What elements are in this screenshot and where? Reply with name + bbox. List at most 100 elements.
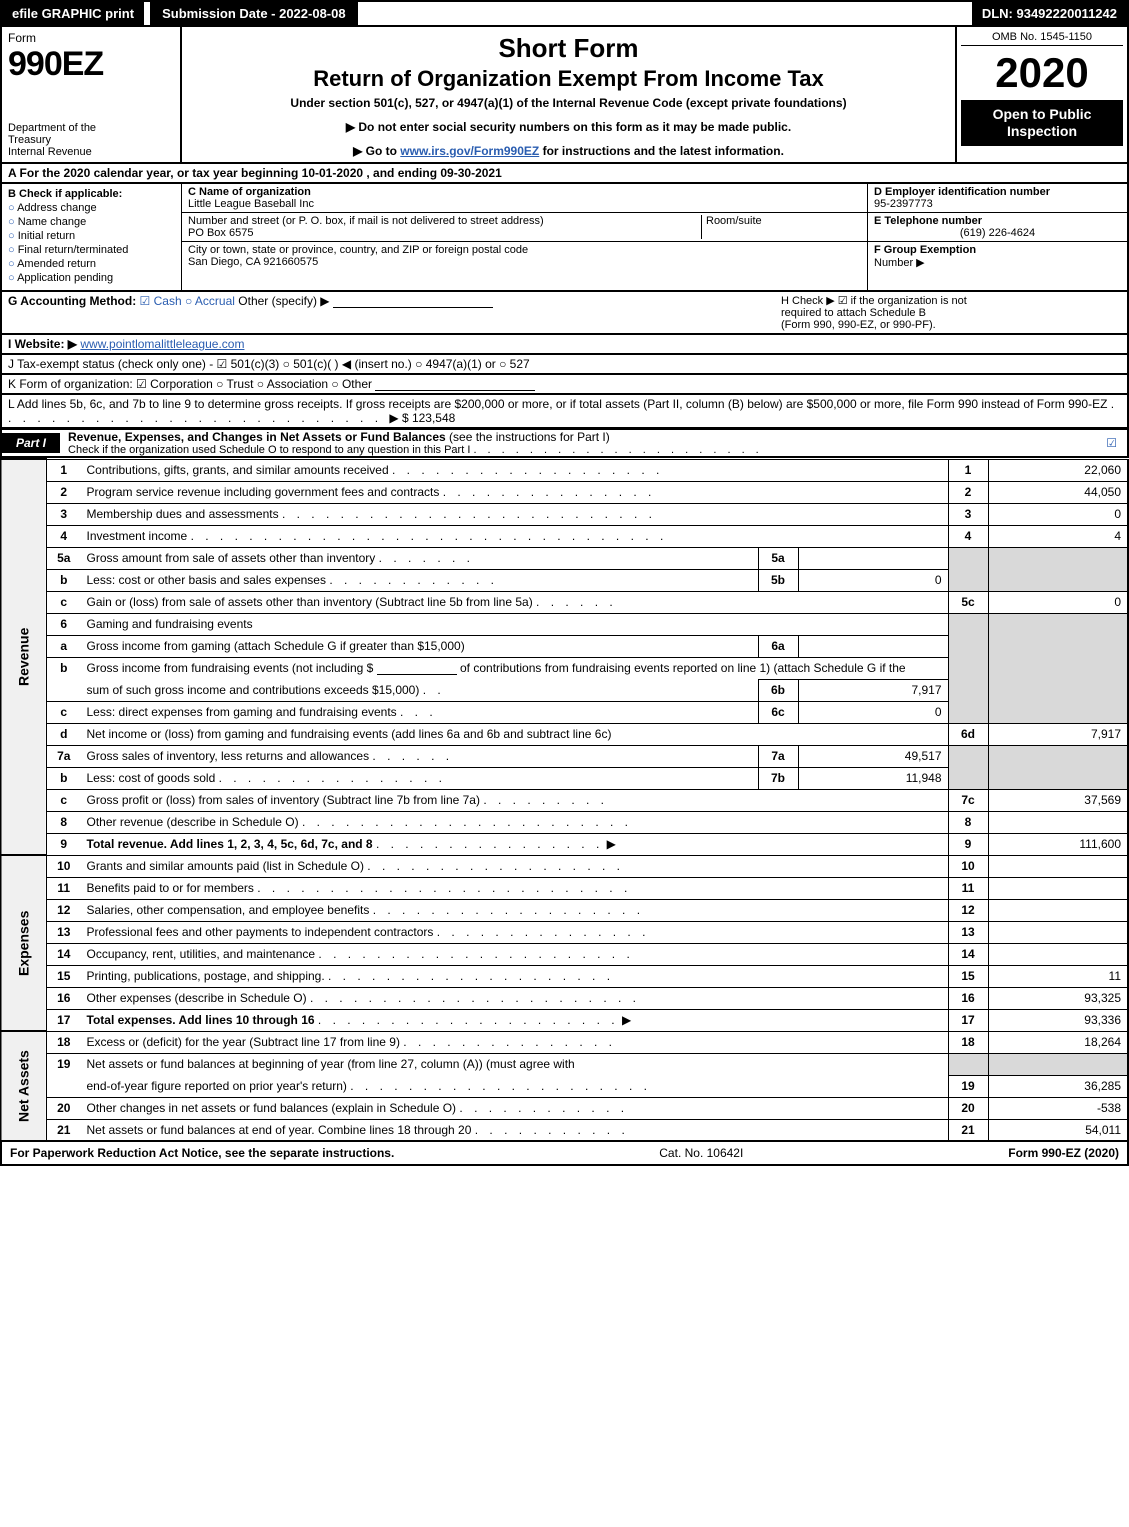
tax-year: 2020 (961, 52, 1123, 94)
l10-desc: Grants and similar amounts paid (list in… (87, 859, 364, 873)
l4-desc: Investment income (87, 529, 188, 543)
l5c-ref: 5c (948, 591, 988, 613)
line-1: Revenue 1 Contributions, gifts, grants, … (1, 459, 1128, 481)
l2-amt: 44,050 (988, 481, 1128, 503)
l7a-no: 7a (47, 745, 81, 767)
line-20: 20 Other changes in net assets or fund b… (1, 1097, 1128, 1119)
website-link[interactable]: www.pointlomalittleleague.com (80, 337, 244, 351)
dept-line2: Treasury (8, 134, 51, 146)
l6c-sub: 6c (758, 701, 798, 723)
efile-print-button[interactable]: efile GRAPHIC print (2, 2, 144, 25)
l7c-ref: 7c (948, 789, 988, 811)
l5b-no: b (47, 569, 81, 591)
l11-ref: 11 (948, 877, 988, 899)
l6b-desc1: Gross income from fundraising events (no… (87, 661, 374, 675)
l6ac-ref-grey (948, 613, 988, 723)
l9-arrow: ▶ (607, 837, 616, 851)
chk-name-change[interactable]: Name change (8, 216, 175, 228)
addr-value: PO Box 6575 (188, 227, 253, 239)
side-expenses: Expenses (1, 855, 47, 1031)
form-header: Form 990EZ Department of the Treasury In… (0, 27, 1129, 164)
part1-checkbox[interactable]: ☑ (1106, 436, 1127, 450)
l5c-amt: 0 (988, 591, 1128, 613)
l13-desc: Professional fees and other payments to … (87, 925, 434, 939)
row-k-form-org: K Form of organization: ☑ Corporation ○ … (0, 375, 1129, 395)
addr-label: Number and street (or P. O. box, if mail… (188, 215, 544, 227)
l7c-amt: 37,569 (988, 789, 1128, 811)
g-other: Other (specify) ▶ (238, 294, 329, 308)
l18-desc: Excess or (deficit) for the year (Subtra… (87, 1035, 400, 1049)
row-j-tax-exempt: J Tax-exempt status (check only one) - ☑… (0, 355, 1129, 375)
g-accrual[interactable]: ○ Accrual (185, 294, 235, 308)
header-mid: Short Form Return of Organization Exempt… (182, 27, 957, 162)
line-10: Expenses 10 Grants and similar amounts p… (1, 855, 1128, 877)
col-mid: C Name of organization Little League Bas… (182, 184, 867, 290)
l5b-subval: 0 (798, 569, 948, 591)
l6b-no: b (47, 657, 81, 679)
l15-no: 15 (47, 965, 81, 987)
row-l-gross-receipts: L Add lines 5b, 6c, and 7b to line 9 to … (0, 395, 1129, 429)
pra-notice: For Paperwork Reduction Act Notice, see … (10, 1146, 394, 1160)
h-line2: required to attach Schedule B (781, 307, 926, 319)
omb-number: OMB No. 1545-1150 (961, 31, 1123, 46)
l6b-desc3: sum of such gross income and contributio… (87, 683, 420, 697)
chk-final-return[interactable]: Final return/terminated (8, 244, 175, 256)
part1-label: Part I (2, 433, 60, 453)
l7b-subval: 11,948 (798, 767, 948, 789)
header-left: Form 990EZ Department of the Treasury In… (2, 27, 182, 162)
irs-link[interactable]: www.irs.gov/Form990EZ (400, 144, 539, 158)
row-a-taxyear: A For the 2020 calendar year, or tax yea… (0, 164, 1129, 184)
line-2: 2 Program service revenue including gove… (1, 481, 1128, 503)
l7b-no: b (47, 767, 81, 789)
chk-address-change[interactable]: Address change (8, 202, 175, 214)
cell-d-ein: D Employer identification number 95-2397… (868, 184, 1127, 213)
l17-no: 17 (47, 1009, 81, 1031)
g-cash[interactable]: ☑ Cash (140, 294, 182, 308)
l5ab-amt-grey (988, 547, 1128, 591)
f-label: F Group Exemption (874, 244, 976, 256)
note-1: ▶ Do not enter social security numbers o… (192, 120, 945, 134)
l14-no: 14 (47, 943, 81, 965)
line-16: 16 Other expenses (describe in Schedule … (1, 987, 1128, 1009)
l6b-blank[interactable] (377, 663, 457, 675)
line-19-2: end-of-year figure reported on prior yea… (1, 1075, 1128, 1097)
l19-amt: 36,285 (988, 1075, 1128, 1097)
row-i-website: I Website: ▶ www.pointlomalittleleague.c… (0, 335, 1129, 355)
g-other-blank[interactable] (333, 296, 493, 308)
part1-title: Revenue, Expenses, and Changes in Net As… (68, 430, 1106, 456)
l9-no: 9 (47, 833, 81, 855)
k-other-blank[interactable] (375, 379, 535, 391)
row-g-h: G Accounting Method: ☑ Cash ○ Accrual Ot… (0, 292, 1129, 335)
l19-desc1: Net assets or fund balances at beginning… (81, 1053, 949, 1075)
i-label: I Website: ▶ (8, 337, 77, 351)
l16-amt: 93,325 (988, 987, 1128, 1009)
chk-amended-return[interactable]: Amended return (8, 258, 175, 270)
part1-title-note: (see the instructions for Part I) (449, 430, 610, 444)
l9-desc: Total revenue. Add lines 1, 2, 3, 4, 5c,… (87, 837, 373, 851)
line-13: 13 Professional fees and other payments … (1, 921, 1128, 943)
l6d-ref: 6d (948, 723, 988, 745)
l6d-amt: 7,917 (988, 723, 1128, 745)
l6-desc: Gaming and fundraising events (81, 613, 949, 635)
l11-no: 11 (47, 877, 81, 899)
l6a-subval (798, 635, 948, 657)
l7a-sub: 7a (758, 745, 798, 767)
g-accounting: G Accounting Method: ☑ Cash ○ Accrual Ot… (8, 294, 781, 331)
line-19-1: 19 Net assets or fund balances at beginn… (1, 1053, 1128, 1075)
subtitle: Under section 501(c), 527, or 4947(a)(1)… (192, 96, 945, 110)
cell-city: City or town, state or province, country… (182, 242, 867, 270)
cat-no: Cat. No. 10642I (659, 1146, 743, 1160)
l7a-subval: 49,517 (798, 745, 948, 767)
l19-desc2: end-of-year figure reported on prior yea… (87, 1079, 347, 1093)
l3-ref: 3 (948, 503, 988, 525)
l6d-no: d (47, 723, 81, 745)
chk-initial-return[interactable]: Initial return (8, 230, 175, 242)
chk-application-pending[interactable]: Application pending (8, 272, 175, 284)
line-21: 21 Net assets or fund balances at end of… (1, 1119, 1128, 1141)
l6a-sub: 6a (758, 635, 798, 657)
h-line3: (Form 990, 990-EZ, or 990-PF). (781, 319, 936, 331)
part1-subtitle: Check if the organization used Schedule … (68, 444, 1106, 456)
part1-sub-dots: . . . . . . . . . . . . . . . . . . . . … (473, 444, 762, 456)
l5b-sub: 5b (758, 569, 798, 591)
dln-label: DLN: 93492220011242 (972, 2, 1127, 25)
